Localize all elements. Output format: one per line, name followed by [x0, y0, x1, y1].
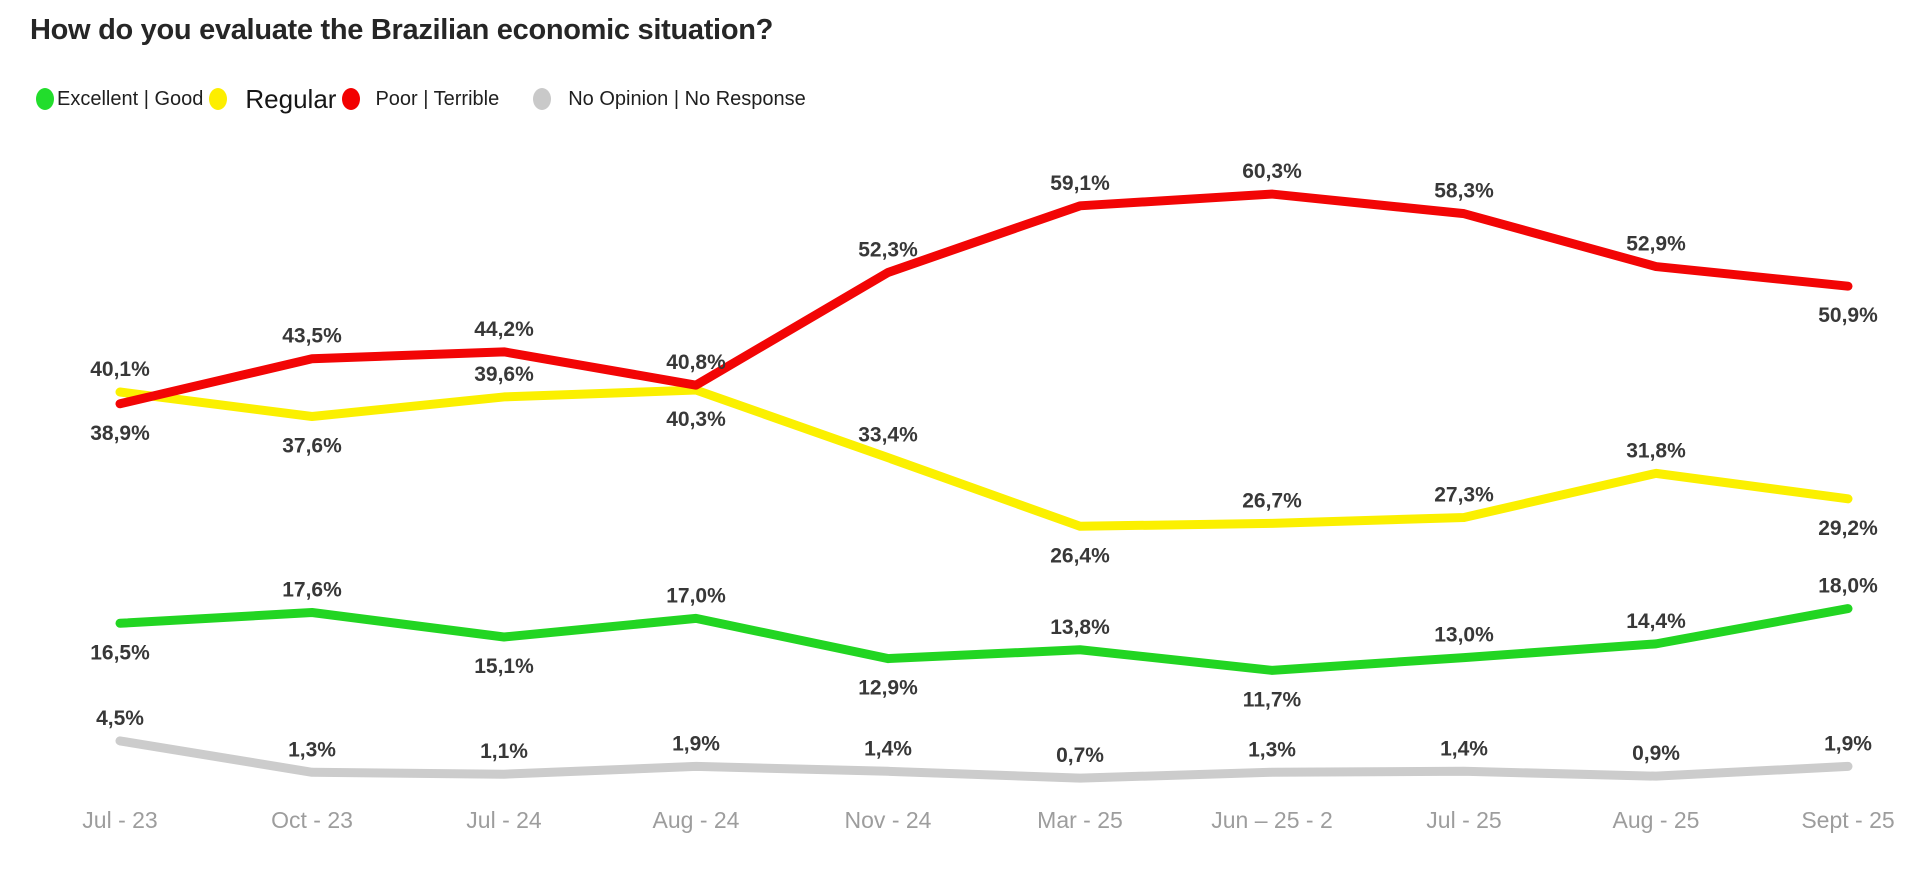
data-label-no-opinion-no-response-7: 1,4%	[1440, 737, 1488, 760]
data-label-excellent-good-9: 18,0%	[1818, 575, 1878, 598]
data-label-no-opinion-no-response-3: 1,9%	[672, 732, 720, 755]
x-axis-label-8: Aug - 25	[1613, 807, 1700, 833]
x-axis-label-2: Jul - 24	[466, 807, 542, 833]
x-axis-label-7: Jul - 25	[1426, 807, 1501, 833]
data-label-poor-terrible-3: 40,8%	[666, 351, 726, 374]
data-label-poor-terrible-0: 38,9%	[90, 422, 150, 445]
data-label-no-opinion-no-response-2: 1,1%	[480, 740, 528, 763]
data-label-no-opinion-no-response-1: 1,3%	[288, 738, 336, 761]
data-label-no-opinion-no-response-9: 1,9%	[1824, 732, 1872, 755]
no-opinion-no-response-dot-icon	[533, 88, 552, 110]
x-axis-label-3: Aug - 24	[653, 807, 740, 833]
regular-dot-icon	[209, 88, 228, 110]
data-label-excellent-good-6: 11,7%	[1243, 688, 1302, 711]
series-line-regular	[115, 385, 1853, 531]
data-label-regular-6: 26,7%	[1242, 489, 1302, 512]
data-label-excellent-good-4: 12,9%	[858, 677, 918, 700]
data-label-excellent-good-2: 15,1%	[474, 655, 534, 678]
legend-item-excellent-good: Excellent | Good	[36, 88, 203, 111]
data-label-poor-terrible-1: 43,5%	[282, 325, 342, 348]
x-axis-label-9: Sept - 25	[1801, 807, 1894, 833]
data-label-no-opinion-no-response-6: 1,3%	[1248, 738, 1296, 761]
legend-label: No Opinion | No Response	[568, 87, 806, 110]
data-label-regular-8: 31,8%	[1626, 439, 1686, 462]
series-line-no-opinion-no-response	[115, 736, 1853, 783]
data-label-regular-3: 40,3%	[666, 408, 726, 431]
x-axis-label-4: Nov - 24	[845, 807, 932, 833]
data-label-no-opinion-no-response-4: 1,4%	[864, 737, 912, 760]
legend-item-no-opinion-no-response: No Opinion | No Response	[533, 88, 806, 111]
data-label-excellent-good-5: 13,8%	[1050, 616, 1110, 639]
data-label-excellent-good-3: 17,0%	[666, 584, 726, 607]
data-label-regular-9: 29,2%	[1818, 517, 1878, 540]
excellent-good-dot-icon	[36, 88, 54, 110]
data-label-poor-terrible-5: 59,1%	[1050, 172, 1110, 195]
data-label-poor-terrible-2: 44,2%	[474, 318, 534, 341]
legend-label: Regular	[245, 83, 337, 114]
x-axis-label-1: Oct - 23	[271, 807, 353, 833]
data-label-poor-terrible-4: 52,3%	[858, 238, 918, 261]
data-label-excellent-good-7: 13,0%	[1434, 624, 1494, 647]
legend-label: Excellent | Good	[57, 87, 204, 110]
data-label-regular-4: 33,4%	[858, 424, 918, 447]
legend-label: Poor | Terrible	[375, 87, 500, 110]
data-label-regular-7: 27,3%	[1434, 483, 1494, 506]
data-label-no-opinion-no-response-5: 0,7%	[1056, 744, 1104, 767]
data-label-poor-terrible-9: 50,9%	[1818, 304, 1878, 327]
data-label-poor-terrible-7: 58,3%	[1434, 180, 1494, 203]
data-label-poor-terrible-8: 52,9%	[1626, 233, 1686, 256]
data-label-excellent-good-1: 17,6%	[282, 579, 342, 602]
data-label-regular-0: 40,1%	[90, 358, 150, 381]
page-title: How do you evaluate the Brazilian econom…	[30, 14, 774, 46]
chart-legend: Excellent | Good Regular Poor | Terrible No…	[36, 82, 812, 116]
x-axis-label-6: Jun – 25 - 2	[1211, 807, 1332, 833]
x-axis-label-5: Mar - 25	[1037, 807, 1123, 833]
data-label-poor-terrible-6: 60,3%	[1242, 160, 1302, 183]
data-label-regular-1: 37,6%	[282, 435, 342, 458]
data-label-regular-5: 26,4%	[1050, 544, 1110, 567]
data-label-regular-2: 39,6%	[474, 363, 534, 386]
data-label-excellent-good-0: 16,5%	[90, 641, 150, 664]
data-label-no-opinion-no-response-8: 0,9%	[1632, 742, 1680, 765]
poor-terrible-dot-icon	[342, 88, 361, 110]
data-label-no-opinion-no-response-0: 4,5%	[96, 707, 144, 730]
series-line-excellent-good	[115, 604, 1853, 675]
x-axis-label-0: Jul - 23	[82, 807, 157, 833]
legend-item-regular: Regular	[209, 84, 336, 115]
legend-item-poor-terrible: Poor | Terrible	[342, 88, 499, 111]
data-label-excellent-good-8: 14,4%	[1626, 610, 1686, 633]
series-line-poor-terrible	[115, 189, 1853, 409]
